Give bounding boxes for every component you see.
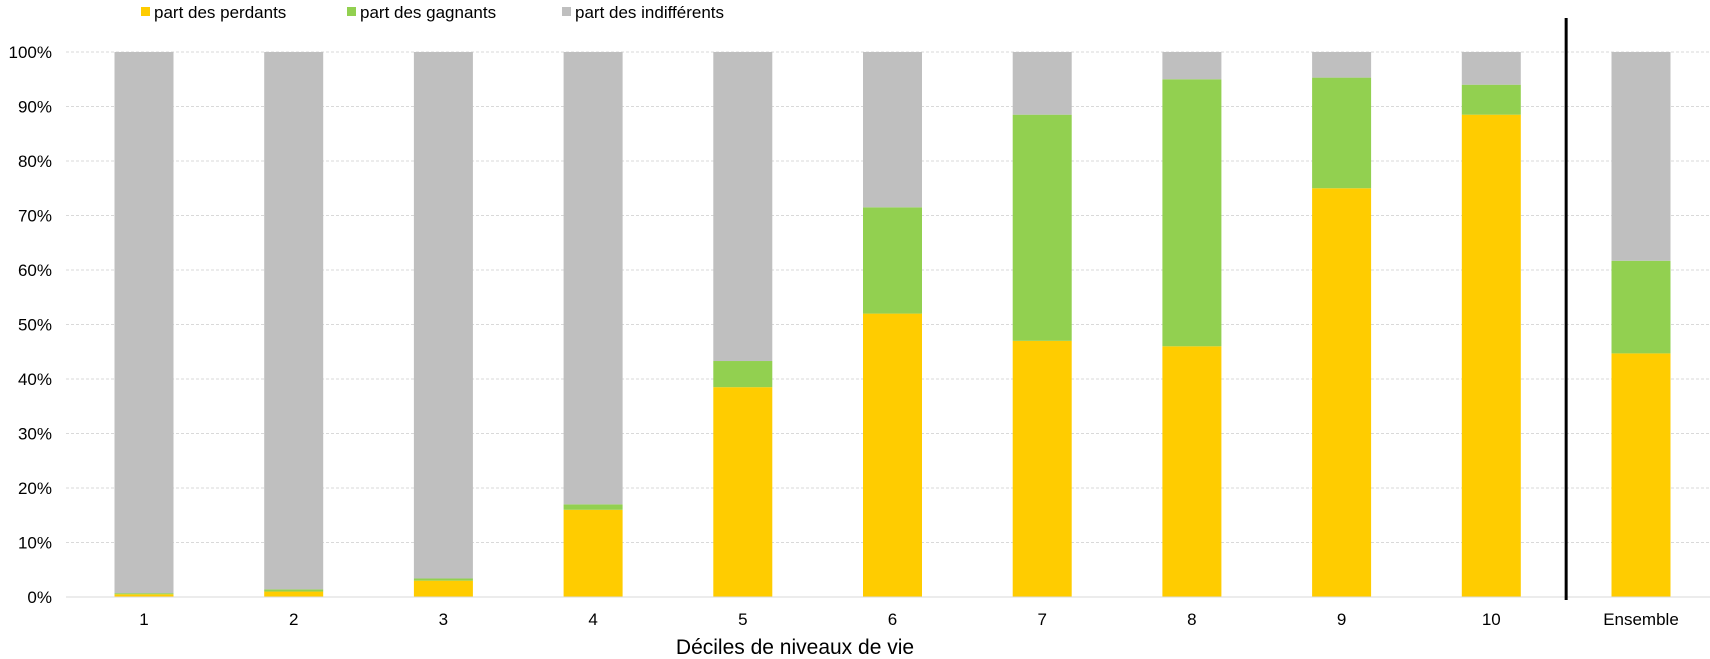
- legend-swatch: [141, 7, 150, 16]
- bar-segment: [413, 580, 473, 597]
- bar-segment: [1461, 52, 1521, 85]
- bar-segment: [1312, 77, 1372, 189]
- y-tick-label: 100%: [9, 43, 52, 62]
- y-tick-label: 40%: [18, 370, 52, 389]
- bar-segment: [264, 591, 324, 597]
- bar-segment: [264, 589, 324, 592]
- bar-segment: [563, 509, 623, 597]
- bar-segment: [713, 387, 773, 597]
- y-tick-label: 0%: [27, 588, 52, 607]
- bar-segment: [1012, 52, 1072, 115]
- bar-segment: [563, 52, 623, 505]
- y-tick-label: 60%: [18, 261, 52, 280]
- x-tick-label: 2: [289, 610, 298, 629]
- y-tick-label: 80%: [18, 152, 52, 171]
- legend-label: part des perdants: [154, 3, 286, 22]
- bar-segment: [1162, 52, 1222, 80]
- bar-segment: [1012, 340, 1072, 597]
- bar-segment: [1162, 79, 1222, 347]
- bar-segment: [863, 207, 922, 314]
- legend-label: part des gagnants: [360, 3, 496, 22]
- bar-segment: [1611, 52, 1671, 261]
- bar-segment: [713, 52, 773, 362]
- bar-segment: [1461, 84, 1521, 115]
- x-tick-label: 3: [439, 610, 448, 629]
- x-tick-label: 6: [888, 610, 897, 629]
- bar-segment: [1611, 353, 1671, 597]
- x-tick-label: 1: [139, 610, 148, 629]
- bar-segment: [863, 313, 922, 597]
- x-tick-label: 10: [1482, 610, 1501, 629]
- x-tick-label: 4: [588, 610, 597, 629]
- bar-segment: [1611, 260, 1671, 354]
- bar-segment: [1162, 346, 1222, 597]
- bar-segment: [114, 593, 174, 595]
- legend-swatch: [347, 7, 356, 16]
- bar-segment: [413, 52, 473, 579]
- bar-segment: [863, 52, 922, 208]
- x-tick-label: 5: [738, 610, 747, 629]
- bars: [114, 52, 1671, 598]
- bar-segment: [1461, 114, 1521, 598]
- bar-segment: [713, 361, 773, 388]
- x-axis-title: Déciles de niveaux de vie: [676, 636, 914, 659]
- bar-segment: [1312, 52, 1372, 78]
- legend-swatch: [562, 7, 571, 16]
- bar-segment: [114, 594, 174, 597]
- bar-segment: [1312, 188, 1372, 597]
- axes: 0% 10% 20% 30% 40% 50% 60% 70% 80% 90% 100% 1 2 3 4 5 6 7…: [9, 18, 1710, 629]
- legend-label: part des indifférents: [575, 3, 724, 22]
- bar-segment: [563, 504, 623, 510]
- x-tick-label: 7: [1037, 610, 1046, 629]
- bar-segment: [114, 52, 174, 594]
- bar-segment: [264, 52, 324, 590]
- y-tick-label: 20%: [18, 479, 52, 498]
- bar-segment: [1012, 114, 1072, 341]
- bar-segment: [413, 578, 473, 581]
- y-tick-label: 90%: [18, 98, 52, 117]
- x-tick-label: Ensemble: [1603, 610, 1679, 629]
- x-tick-label: 8: [1187, 610, 1196, 629]
- legend: part des perdants part des gagnants part d…: [141, 3, 724, 22]
- y-tick-label: 70%: [18, 207, 52, 226]
- x-tick-label: 9: [1337, 610, 1346, 629]
- y-tick-label: 10%: [18, 534, 52, 553]
- y-tick-label: 50%: [18, 316, 52, 335]
- y-tick-label: 30%: [18, 425, 52, 444]
